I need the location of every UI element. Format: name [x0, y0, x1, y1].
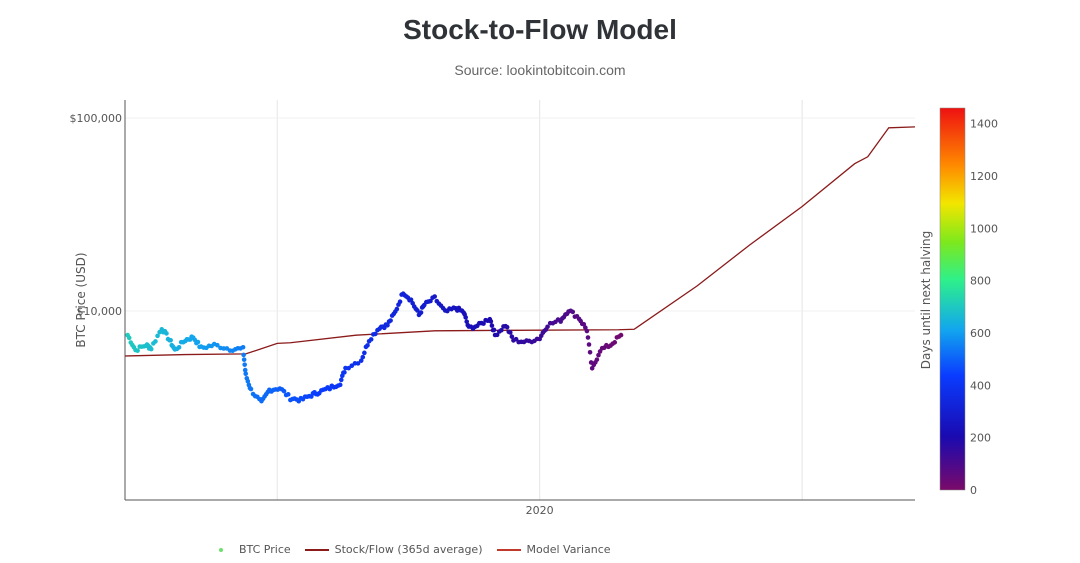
btc-price-point	[241, 352, 246, 358]
btc-price-point	[509, 334, 515, 339]
btc-price-point	[397, 299, 403, 305]
btc-price-point	[327, 386, 333, 392]
btc-price-point	[358, 358, 364, 363]
y-tick-label: $10,000	[77, 305, 123, 318]
btc-price-point	[281, 388, 287, 394]
btc-price-point	[360, 354, 366, 360]
btc-price-point	[388, 318, 393, 323]
btc-price-point	[586, 342, 592, 347]
legend-model-variance[interactable]: Model Variance	[526, 543, 611, 556]
btc-price-point	[587, 349, 593, 355]
btc-price-point	[349, 363, 355, 369]
chart-subtitle: Source: lookintobitcoin.com	[454, 62, 626, 78]
btc-price-point	[504, 324, 510, 330]
stock-flow-line	[124, 126, 916, 357]
colorbar-tick-label: 1000	[970, 222, 998, 235]
btc-price-point	[394, 306, 400, 312]
btc-price-point	[408, 297, 414, 302]
btc-price-point	[618, 332, 624, 338]
btc-price-point	[342, 370, 347, 375]
chart-title: Stock-to-Flow Model	[403, 14, 677, 45]
btc-price-point	[494, 332, 500, 338]
legend-btc-price[interactable]: BTC Price	[239, 543, 291, 556]
btc-price-point	[126, 335, 132, 341]
btc-price-point	[355, 361, 361, 366]
x-tick-label: 2020	[526, 504, 554, 517]
btc-price-point	[245, 378, 251, 384]
btc-price-point	[585, 335, 591, 340]
y-axis-label: BTC Price (USD)	[74, 252, 88, 347]
btc-price-point	[432, 294, 438, 299]
btc-price-point	[338, 377, 344, 383]
btc-price-point	[513, 336, 519, 342]
btc-price-point	[463, 315, 468, 320]
btc-price-point	[135, 348, 140, 353]
btc-price-point	[176, 345, 182, 350]
btc-price-point	[153, 339, 158, 344]
colorbar	[939, 107, 966, 491]
btc-price-point	[488, 319, 494, 324]
btc-price-point	[597, 349, 603, 354]
colorbar-tick-label: 200	[970, 432, 991, 445]
colorbar-tick-label: 600	[970, 327, 991, 340]
btc-price-point	[346, 365, 351, 371]
btc-price-point	[195, 339, 201, 345]
btc-price-point	[362, 350, 367, 356]
legend-swatch-model-variance	[496, 548, 521, 551]
btc-price-point	[594, 357, 600, 362]
legend: BTC Price Stock/Flow (365d average) Mode…	[215, 543, 611, 556]
colorbar-tick-label: 400	[970, 379, 991, 392]
btc-price-point	[368, 337, 374, 342]
btc-price-point	[507, 330, 513, 335]
btc-price-point	[589, 365, 595, 371]
btc-price-point	[499, 327, 504, 333]
btc-price-point	[481, 321, 486, 326]
btc-price-point	[365, 343, 370, 348]
btc-price-point	[612, 340, 618, 345]
btc-price-point	[248, 386, 254, 392]
btc-price-point	[155, 333, 160, 339]
btc-price-point	[285, 392, 291, 397]
btc-price-point	[545, 324, 550, 330]
gridlines	[125, 100, 915, 500]
btc-price-point	[489, 323, 495, 328]
btc-price-point	[373, 331, 378, 337]
legend-stock-flow[interactable]: Stock/Flow (365d average)	[334, 543, 483, 556]
legend-swatch-btc-price	[219, 547, 223, 552]
btc-price-point	[241, 357, 247, 362]
btc-price-point	[242, 362, 247, 367]
legend-swatch-stock-flow	[304, 548, 329, 551]
btc-price-point	[584, 328, 590, 334]
btc-price-point	[243, 371, 249, 377]
colorbar-title: Days until next halving	[919, 231, 933, 370]
colorbar-tick-label: 1200	[970, 170, 998, 183]
colorbar-tick-label: 1400	[970, 118, 998, 131]
btc-price-point	[240, 344, 246, 350]
btc-price-point	[168, 337, 173, 343]
btc-price-point	[428, 298, 433, 304]
btc-price-point	[215, 342, 220, 348]
btc-price-point	[596, 352, 601, 358]
btc-price-point	[242, 367, 248, 373]
btc-price-point	[570, 309, 576, 315]
btc-price-point	[491, 327, 497, 333]
btc-price-point	[385, 322, 390, 328]
btc-price-point	[418, 310, 424, 315]
y-tick-label: $100,000	[70, 112, 123, 125]
btc-price-point	[148, 346, 154, 352]
btc-price-point	[164, 331, 169, 336]
colorbar-tick-label: 800	[970, 275, 991, 288]
colorbar-tick-label: 0	[970, 484, 977, 497]
btc-price-point	[337, 382, 343, 388]
